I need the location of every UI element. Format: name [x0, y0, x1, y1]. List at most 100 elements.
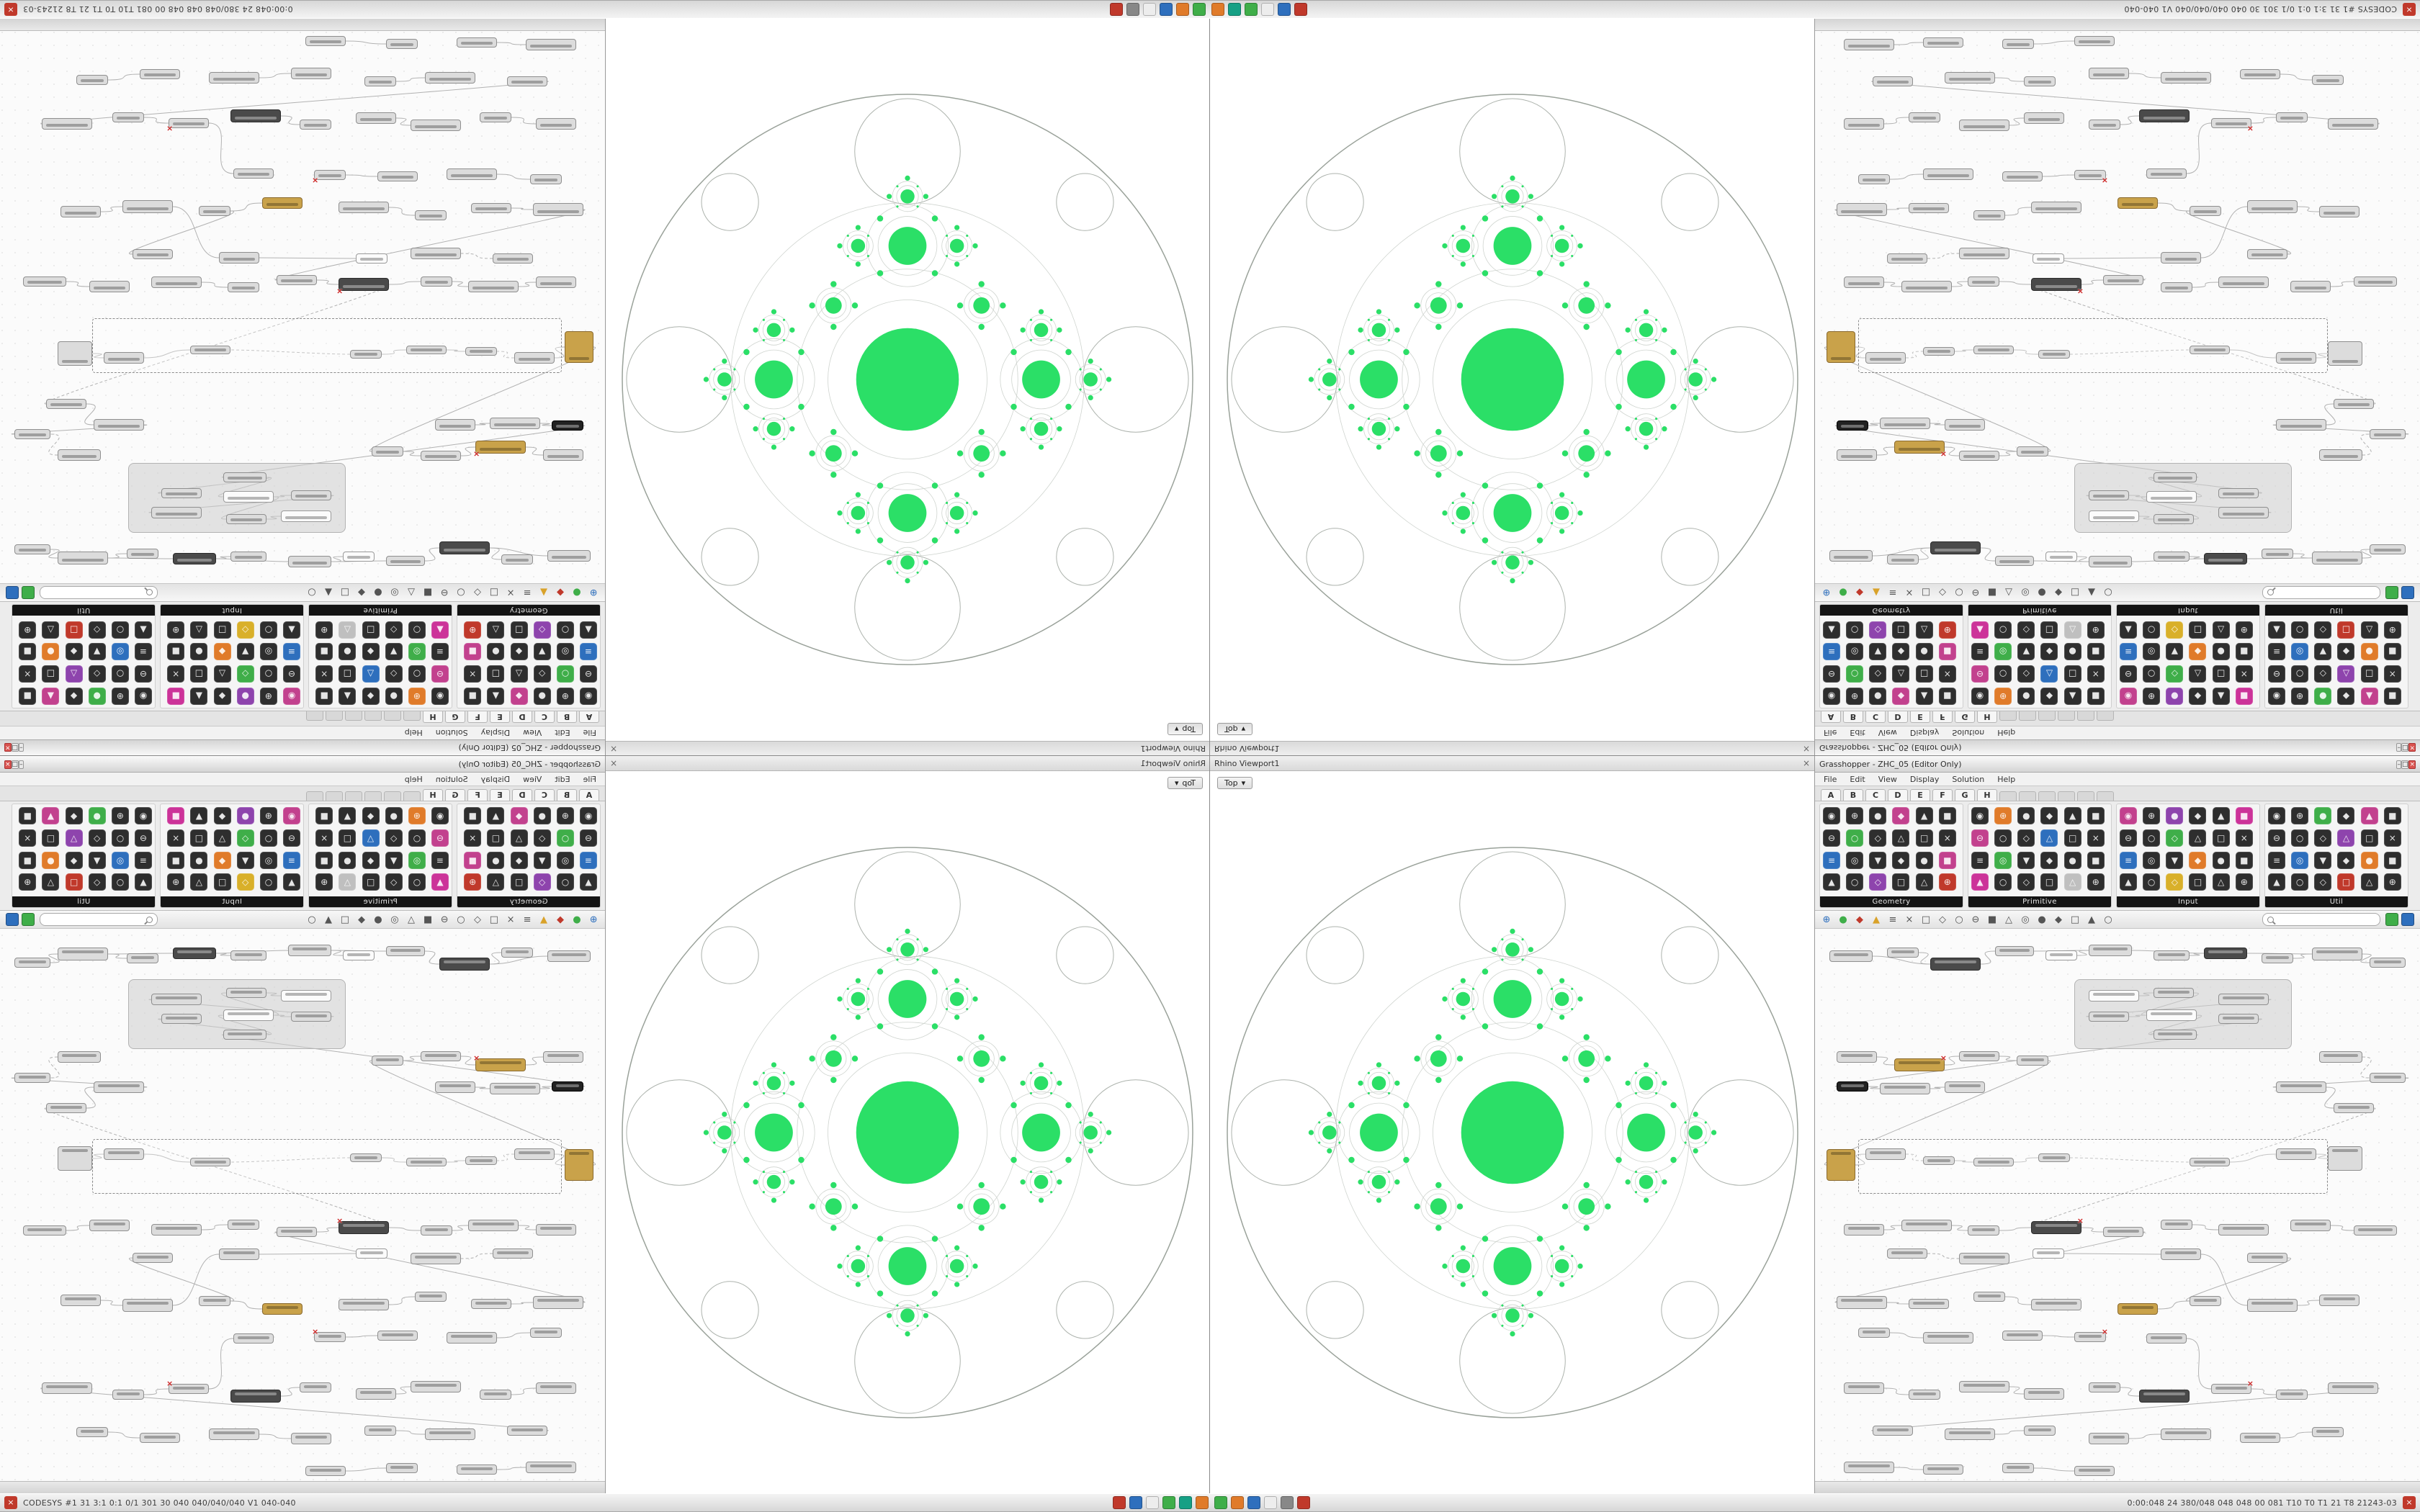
- app-icon[interactable]: [1126, 3, 1139, 16]
- menu-item-view[interactable]: View: [1878, 774, 1897, 784]
- component-tab-h[interactable]: H: [1977, 789, 1997, 801]
- gh-node[interactable]: [339, 202, 389, 213]
- menu-item-display[interactable]: Display: [1909, 774, 1940, 784]
- gh-node[interactable]: [2240, 1433, 2280, 1443]
- gh-node[interactable]: [2002, 1463, 2034, 1473]
- component-icon[interactable]: ○: [111, 873, 129, 891]
- gh-node[interactable]: [439, 541, 490, 554]
- gh-node[interactable]: [2118, 1303, 2158, 1315]
- component-icon[interactable]: □: [213, 621, 231, 639]
- component-icon[interactable]: ●: [385, 807, 403, 824]
- component-icon[interactable]: △: [2337, 665, 2355, 683]
- gh-node[interactable]: [386, 39, 418, 49]
- gh-node[interactable]: [58, 1051, 101, 1063]
- gh-node[interactable]: [2312, 1427, 2344, 1437]
- gh-node[interactable]: [1923, 37, 1963, 48]
- minimize-button[interactable]: –: [2396, 760, 2401, 769]
- canvas-tool-icon[interactable]: ●: [2038, 587, 2046, 598]
- gh-node[interactable]: [1837, 420, 1868, 431]
- component-icon[interactable]: ◇: [2017, 873, 2035, 891]
- component-icon[interactable]: ◇: [2314, 665, 2332, 683]
- component-icon[interactable]: □: [1915, 665, 1933, 683]
- component-icon[interactable]: △: [2040, 665, 2058, 683]
- gh-node[interactable]: [58, 341, 92, 366]
- component-icon[interactable]: ▲: [135, 873, 152, 891]
- canvas-tool-icon[interactable]: □: [489, 914, 499, 925]
- component-icon[interactable]: ◆: [65, 643, 83, 661]
- component-icon[interactable]: ■: [167, 643, 185, 661]
- component-icon[interactable]: ⊕: [19, 873, 37, 891]
- component-icon[interactable]: ●: [2166, 688, 2184, 705]
- gh-node[interactable]: [543, 449, 583, 461]
- component-icon[interactable]: □: [2212, 829, 2230, 847]
- component-icon[interactable]: ▼: [2166, 851, 2184, 869]
- gh-node[interactable]: [1923, 1464, 1963, 1475]
- component-icon[interactable]: ●: [2314, 688, 2332, 705]
- gh-node[interactable]: [14, 1073, 50, 1083]
- gh-node[interactable]: [233, 168, 274, 179]
- component-icon[interactable]: ●: [190, 851, 208, 869]
- component-icon[interactable]: □: [42, 829, 60, 847]
- gh-node[interactable]: [127, 953, 158, 963]
- gh-node[interactable]: [2031, 202, 2081, 213]
- component-icon[interactable]: ▼: [2017, 643, 2035, 661]
- canvas-tool-icon[interactable]: ○: [457, 914, 465, 925]
- app-icon[interactable]: [1196, 1496, 1209, 1509]
- component-icon[interactable]: ▲: [42, 807, 60, 824]
- gh-node[interactable]: [447, 1332, 497, 1344]
- gh-node[interactable]: [230, 1390, 281, 1403]
- component-icon[interactable]: ◉: [135, 688, 152, 705]
- component-icon[interactable]: ◉: [2268, 807, 2285, 824]
- component-icon[interactable]: △: [213, 829, 231, 847]
- component-icon[interactable]: △: [362, 829, 380, 847]
- gh-node[interactable]: [1909, 1390, 1940, 1400]
- gh-node[interactable]: [14, 429, 50, 439]
- gh-node[interactable]: [1901, 281, 1952, 292]
- gh-node[interactable]: [547, 550, 591, 562]
- component-icon[interactable]: ●: [2360, 643, 2378, 661]
- gh-node[interactable]: [457, 37, 497, 48]
- app-icon[interactable]: [1247, 1496, 1261, 1509]
- gh-node[interactable]: [377, 171, 418, 181]
- component-icon[interactable]: ▲: [2212, 688, 2230, 705]
- gh-node[interactable]: [514, 352, 555, 364]
- gh-node[interactable]: [219, 1248, 259, 1260]
- gh-node[interactable]: [223, 472, 266, 482]
- component-icon[interactable]: △: [339, 873, 357, 891]
- canvas-tool-icon[interactable]: ■: [423, 587, 433, 598]
- component-icon[interactable]: ◇: [2017, 829, 2035, 847]
- gh-node[interactable]: [2370, 429, 2406, 439]
- canvas-tool-icon[interactable]: ◇: [474, 587, 481, 598]
- component-icon[interactable]: ×: [464, 665, 482, 683]
- menu-item-solution[interactable]: Solution: [1952, 774, 1985, 784]
- gh-node[interactable]: [2328, 1382, 2378, 1394]
- component-tab-d[interactable]: D: [1888, 789, 1908, 801]
- component-icon[interactable]: ◉: [2268, 688, 2285, 705]
- gh-node[interactable]: [209, 1428, 259, 1440]
- component-icon[interactable]: ●: [2017, 688, 2035, 705]
- component-icon[interactable]: ⊕: [2291, 807, 2309, 824]
- canvas-tool-icon[interactable]: ○: [1955, 914, 1963, 925]
- component-icon[interactable]: △: [339, 621, 357, 639]
- canvas-tool-icon[interactable]: ○: [457, 587, 465, 598]
- component-icon[interactable]: ○: [259, 873, 277, 891]
- component-icon[interactable]: ▲: [283, 621, 300, 639]
- gh-node[interactable]: [2312, 552, 2362, 564]
- gh-node[interactable]: [1945, 1428, 1995, 1440]
- gh-node[interactable]: [533, 1296, 583, 1309]
- component-icon[interactable]: ⊕: [167, 621, 185, 639]
- component-icon[interactable]: ≡: [2268, 851, 2285, 869]
- component-icon[interactable]: ○: [1846, 665, 1864, 683]
- component-tab-icon[interactable]: [2058, 711, 2075, 721]
- component-icon[interactable]: ◉: [1971, 807, 1989, 824]
- component-icon[interactable]: ◉: [580, 807, 597, 824]
- viewport-titlebar[interactable]: Rhino Viewport1 ×: [1210, 756, 1814, 771]
- canvas-tool-icon[interactable]: ◆: [557, 914, 564, 925]
- component-icon[interactable]: ○: [1846, 621, 1864, 639]
- component-icon[interactable]: ⊖: [2268, 829, 2285, 847]
- gh-node[interactable]: [465, 347, 497, 356]
- gh-node[interactable]: [151, 276, 202, 288]
- gh-node[interactable]: [2190, 1158, 2230, 1166]
- component-icon[interactable]: ◇: [2017, 665, 2035, 683]
- minimize-button[interactable]: –: [2396, 743, 2401, 752]
